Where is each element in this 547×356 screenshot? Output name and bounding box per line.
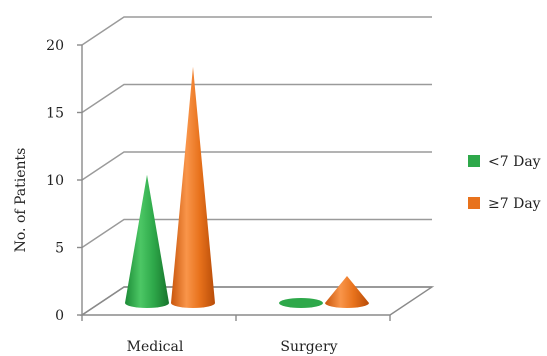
- y-tick-label-3: 15: [46, 106, 64, 122]
- y-tick-label-0: 0: [55, 308, 64, 324]
- floor: [79, 286, 435, 316]
- plot-frame: [77, 16, 435, 321]
- cone-0-0: [125, 174, 169, 308]
- gridline-4: [81, 16, 432, 46]
- y-tick-label-4: 20: [46, 38, 64, 54]
- cone-base-1-0: [279, 298, 323, 308]
- legend-label-series-2: ≥7 Day: [488, 196, 541, 212]
- gridline-1: [81, 218, 432, 249]
- data-marks: [125, 66, 369, 308]
- legend: <7 Day ≥7 Day: [468, 154, 541, 212]
- category-labels: Medical Surgery: [127, 339, 338, 355]
- y-tick-labels: 0 5 10 15 20: [46, 38, 64, 324]
- gridline-3: [81, 83, 432, 114]
- legend-swatch-series-2: [468, 197, 480, 209]
- y-tick-label-1: 5: [55, 241, 64, 257]
- y-tick-label-2: 10: [46, 173, 64, 189]
- y-axis-label: No. of Patients: [13, 148, 29, 253]
- cone-1-0: [279, 298, 323, 308]
- legend-swatch-series-1: [468, 155, 480, 167]
- category-label-1: Surgery: [280, 339, 337, 355]
- cone-body-0-0: [125, 174, 169, 308]
- cone-body-1-1: [325, 276, 369, 308]
- category-label-0: Medical: [127, 339, 184, 355]
- cone-1-1: [325, 276, 369, 308]
- cone-0-1: [171, 66, 215, 308]
- cone-body-0-1: [171, 66, 215, 308]
- gridline-2: [81, 151, 432, 181]
- legend-label-series-1: <7 Day: [488, 154, 541, 170]
